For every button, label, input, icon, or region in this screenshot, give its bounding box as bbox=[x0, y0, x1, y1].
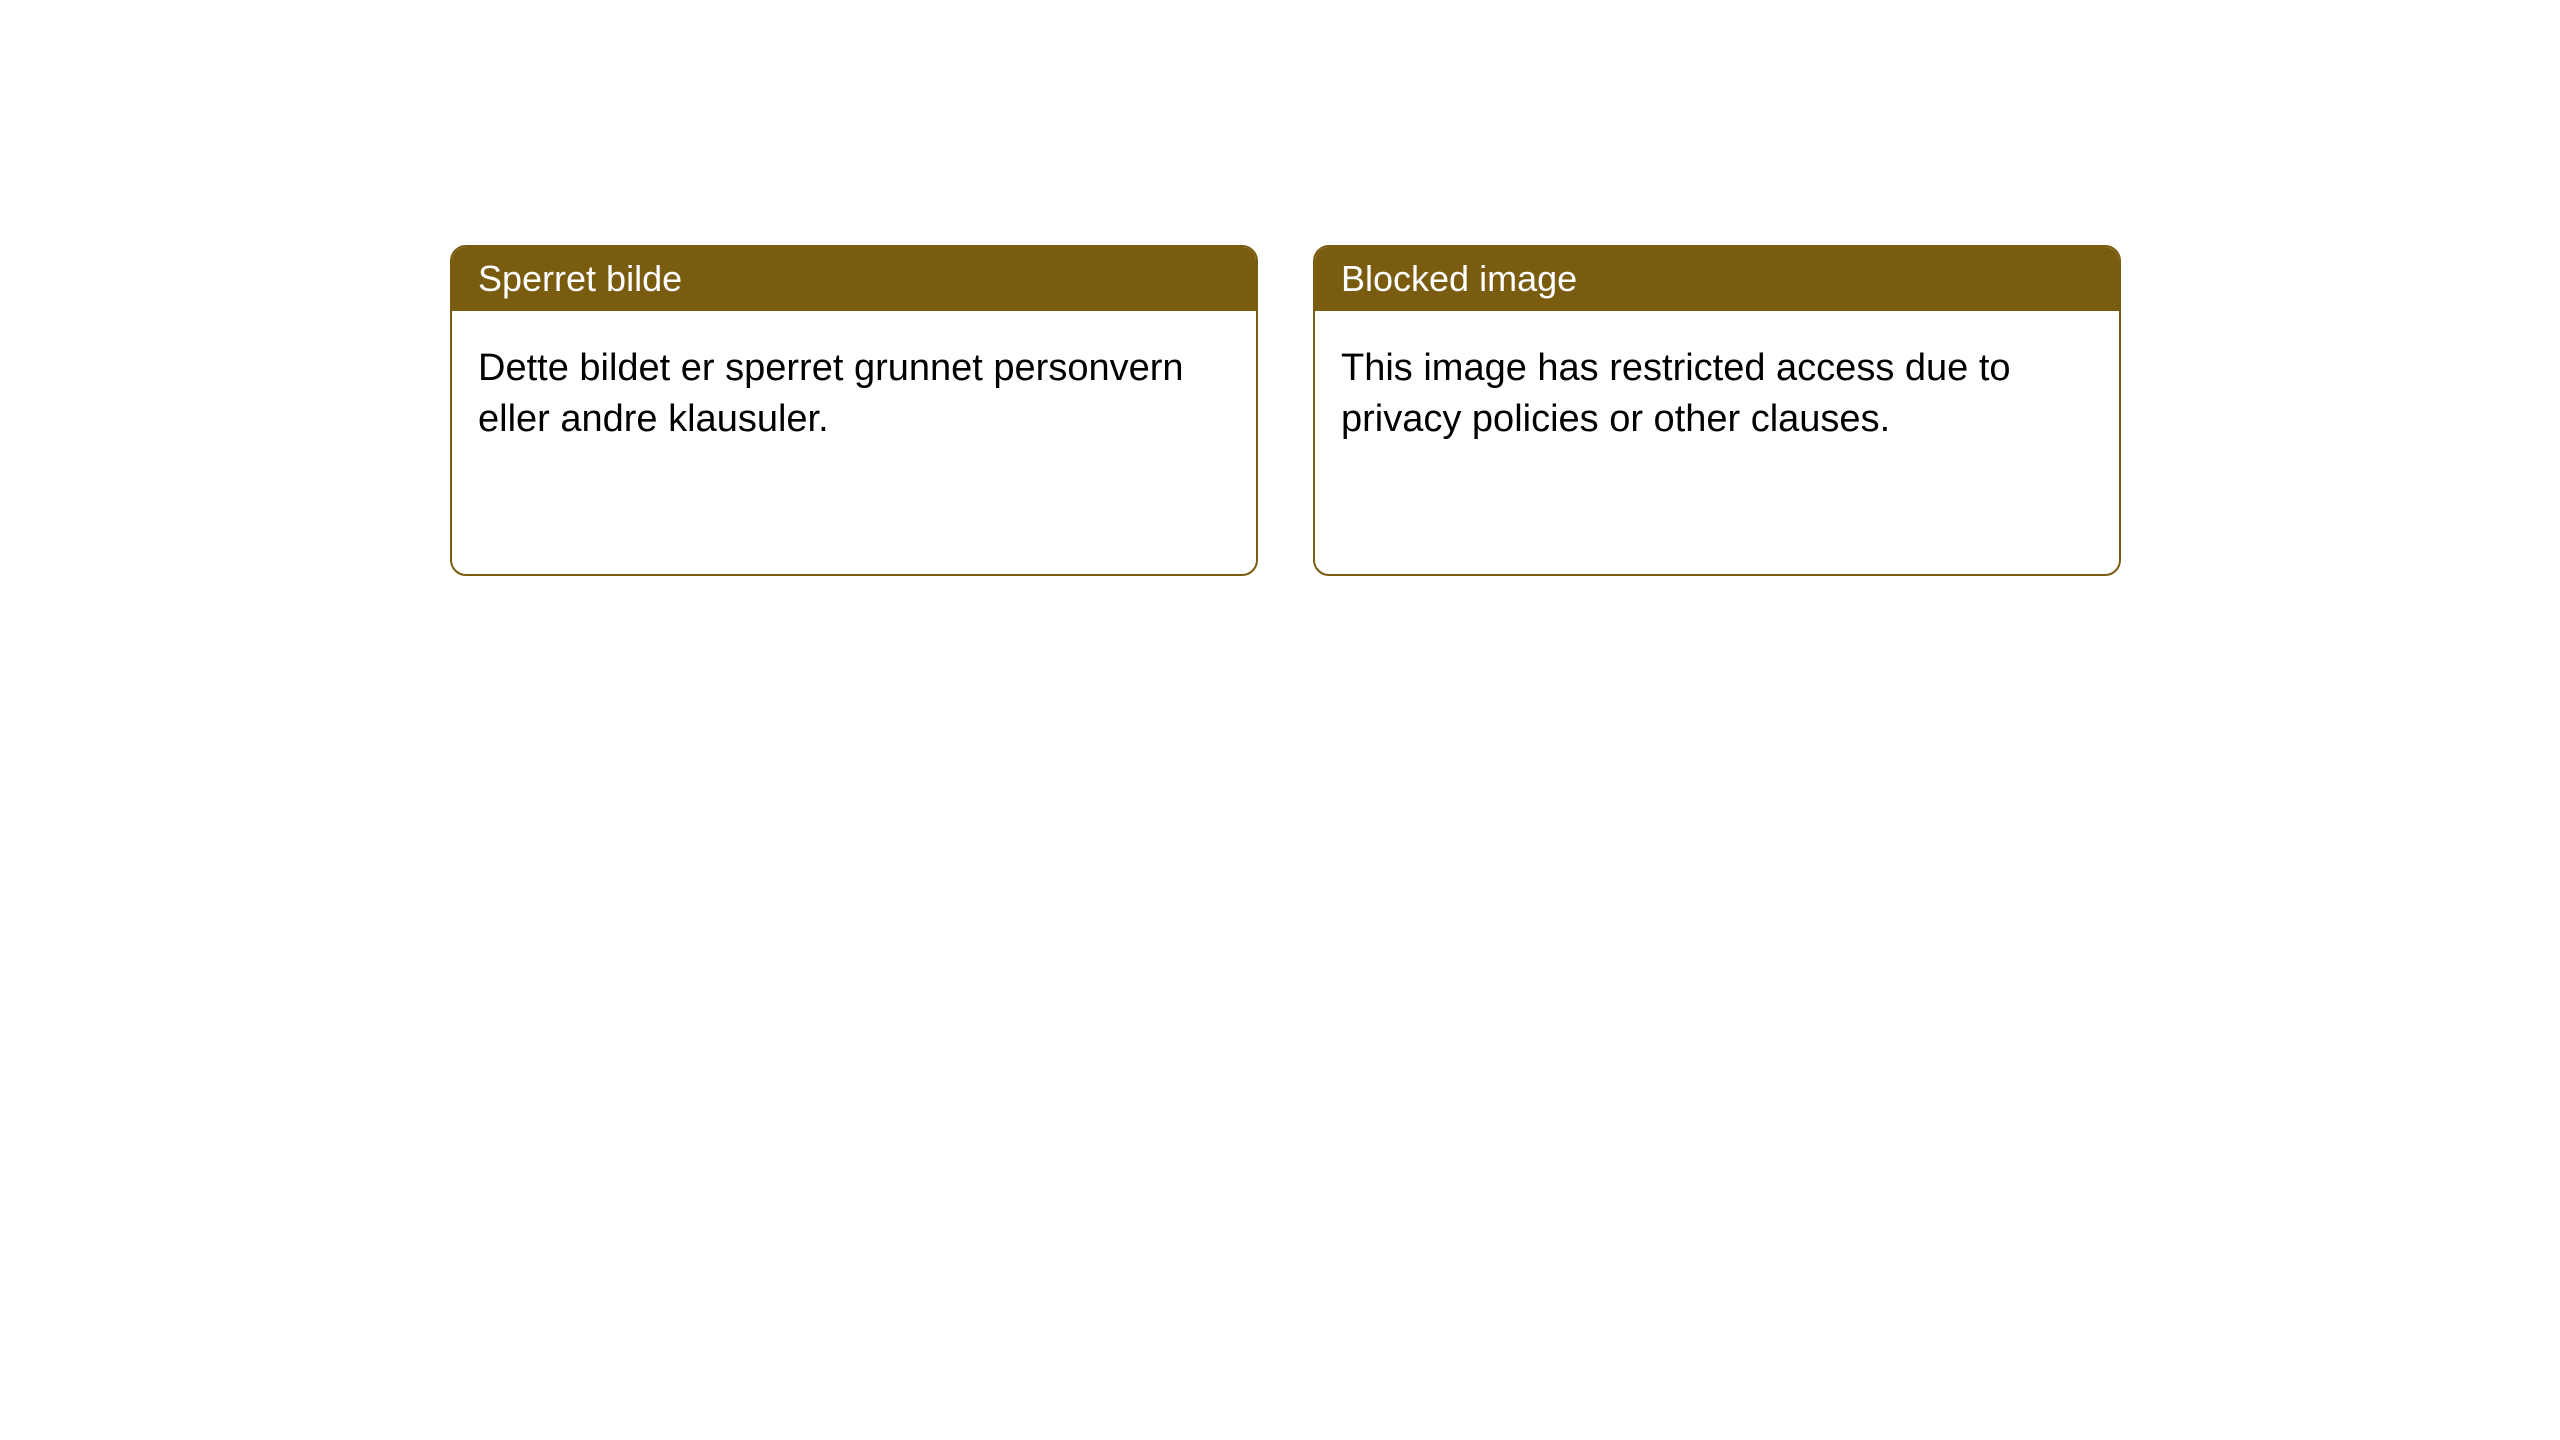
notice-text: This image has restricted access due to … bbox=[1341, 347, 2011, 440]
notice-card-english: Blocked image This image has restricted … bbox=[1313, 245, 2121, 576]
notice-header: Sperret bilde bbox=[452, 247, 1256, 311]
notice-title: Blocked image bbox=[1341, 258, 1577, 299]
notice-body: Dette bildet er sperret grunnet personve… bbox=[452, 311, 1256, 478]
notice-header: Blocked image bbox=[1315, 247, 2119, 311]
notice-card-norwegian: Sperret bilde Dette bildet er sperret gr… bbox=[450, 245, 1258, 576]
notice-body: This image has restricted access due to … bbox=[1315, 311, 2119, 478]
notice-title: Sperret bilde bbox=[478, 258, 682, 299]
notice-container: Sperret bilde Dette bildet er sperret gr… bbox=[450, 245, 2121, 576]
notice-text: Dette bildet er sperret grunnet personve… bbox=[478, 347, 1184, 440]
